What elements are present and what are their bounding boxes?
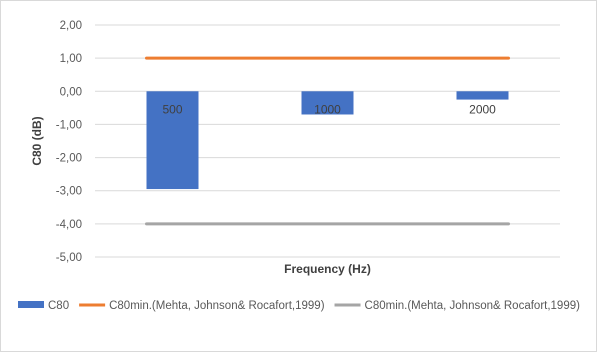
y-axis-title: C80 (dB) — [30, 116, 44, 165]
y-tick-label: 1,00 — [60, 53, 82, 65]
y-tick-label: -5,00 — [56, 252, 82, 264]
x-axis-title: Frequency (Hz) — [284, 262, 371, 276]
x-category-label: 1000 — [314, 102, 341, 116]
legend-label: C80min.(Mehta, Johnson& Rocafort,1999) — [109, 300, 325, 312]
y-tick-label: -4,00 — [56, 219, 82, 231]
y-tick-label: 0,00 — [60, 86, 82, 98]
bar-500 — [146, 91, 199, 190]
y-tick-label: -3,00 — [56, 186, 82, 198]
legend-label: C80min.(Mehta, Johnson& Rocafort,1999) — [365, 300, 581, 312]
y-tick-label: -2,00 — [56, 153, 82, 165]
legend-swatch-bar — [18, 301, 44, 308]
x-category-label: 500 — [162, 102, 182, 116]
x-category-label: 2000 — [469, 102, 496, 116]
legend-label: C80 — [48, 300, 69, 312]
bar-1000 — [301, 91, 354, 115]
y-tick-label: -1,00 — [56, 119, 82, 131]
bar-2000 — [456, 91, 509, 100]
y-tick-label: 2,00 — [60, 20, 82, 32]
